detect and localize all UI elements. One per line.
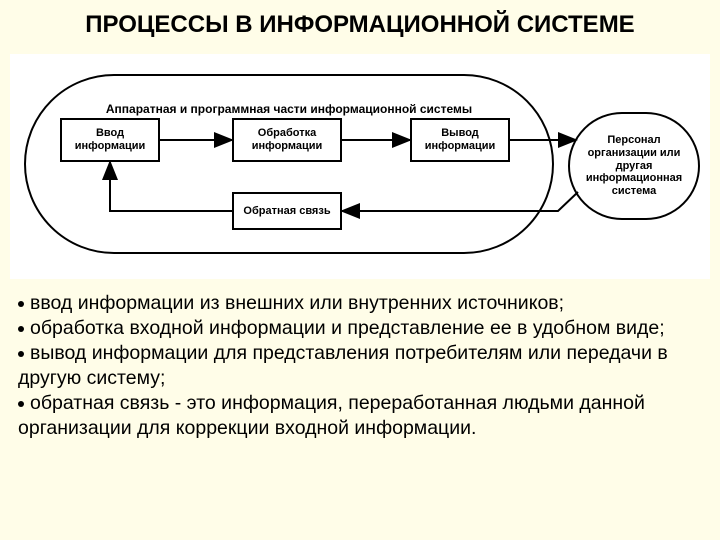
node-output: Вывод информации bbox=[410, 118, 510, 162]
bullet-marker bbox=[18, 351, 24, 357]
system-container-label: Аппаратная и программная части информаци… bbox=[26, 102, 552, 116]
page-title: ПРОЦЕССЫ В ИНФОРМАЦИОННОЙ СИСТЕМЕ bbox=[0, 0, 720, 46]
bullet-text: обратная связь - это информация, перераб… bbox=[18, 392, 645, 439]
bullet-item: ввод информации из внешних или внутренни… bbox=[18, 291, 702, 316]
node-feedback: Обратная связь bbox=[232, 192, 342, 230]
bullet-marker bbox=[18, 326, 24, 332]
bullet-text: вывод информации для представления потре… bbox=[18, 342, 668, 389]
bullets-block: ввод информации из внешних или внутренни… bbox=[0, 291, 720, 441]
bullet-text: обработка входной информации и представл… bbox=[30, 317, 665, 339]
bullet-item: вывод информации для представления потре… bbox=[18, 341, 702, 391]
bullet-item: обработка входной информации и представл… bbox=[18, 316, 702, 341]
diagram-area: Аппаратная и программная части информаци… bbox=[10, 54, 710, 279]
bullet-text: ввод информации из внешних или внутренни… bbox=[30, 292, 564, 314]
node-input: Ввод информации bbox=[60, 118, 160, 162]
bullet-marker bbox=[18, 401, 24, 407]
node-process: Обработка информации bbox=[232, 118, 342, 162]
bullet-marker bbox=[18, 301, 24, 307]
external-pill: Персонал организации или другая информац… bbox=[568, 112, 700, 220]
bullet-item: обратная связь - это информация, перераб… bbox=[18, 391, 702, 441]
